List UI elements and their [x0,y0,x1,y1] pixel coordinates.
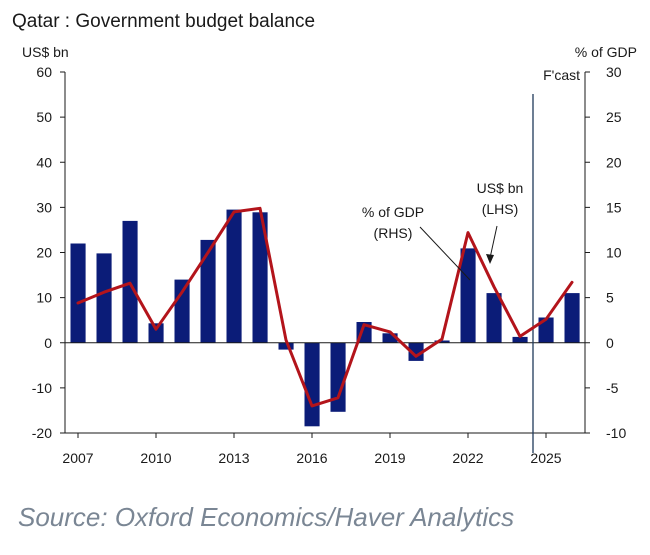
left-tick-label: -10 [32,380,52,396]
bar [512,336,528,343]
annotation-pct-line1: % of GDP [362,204,424,220]
bar [564,293,580,343]
annotation-pct-line2: (RHS) [374,225,413,241]
bar [226,209,242,343]
x-axis-ticks: 2007 2010 2013 2016 2019 2022 2025 [62,433,562,466]
x-tick-label: 2007 [62,450,93,466]
bar [538,317,554,343]
right-tick-label: 10 [606,245,622,261]
x-tick-label: 2022 [452,450,483,466]
x-tick-label: 2013 [218,450,249,466]
bar [460,248,476,343]
right-tick-label: 25 [606,109,622,125]
right-tick-label: -10 [606,425,626,441]
forecast-label: F'cast [543,67,580,83]
left-tick-label: 30 [36,199,52,215]
annotation-usd: US$ bn (LHS) [477,180,524,264]
x-tick-label: 2019 [374,450,405,466]
budget-balance-chart: Qatar : Government budget balance US$ bn… [12,11,637,466]
bar [330,342,346,412]
left-tick-label: 40 [36,154,52,170]
annotation-usd-arrowhead [486,254,494,264]
right-tick-label: 15 [606,199,622,215]
bar [486,293,502,343]
chart-title: Qatar : Government budget balance [12,11,315,32]
left-tick-label: 0 [44,335,52,351]
left-axis-unit: US$ bn [22,44,69,60]
right-axis-ticks: -10 -5 0 5 10 15 20 25 30 [585,64,626,441]
bar [200,239,216,343]
annotation-pct-gdp: % of GDP (RHS) [362,204,471,281]
bar [252,212,268,343]
left-tick-label: -20 [32,425,52,441]
left-tick-label: 20 [36,245,52,261]
left-tick-label: 10 [36,290,52,306]
bar [70,243,86,343]
x-tick-label: 2016 [296,450,327,466]
bar [434,340,450,343]
bar [148,323,164,343]
line-series-pct-gdp [76,206,574,408]
right-axis-unit: % of GDP [575,44,637,60]
right-tick-label: 5 [606,290,614,306]
annotation-usd-line1: US$ bn [477,180,524,196]
annotation-usd-pointer [489,225,498,259]
x-tick-label: 2010 [140,450,171,466]
right-tick-label: 30 [606,64,622,80]
bar [174,279,190,343]
bar [408,342,424,361]
source-note: Source: Oxford Economics/Haver Analytics [18,502,515,532]
right-tick-label: -5 [606,380,619,396]
left-tick-label: 60 [36,64,52,80]
bar [304,342,320,427]
right-tick-label: 20 [606,154,622,170]
left-axis-ticks: -20 -10 0 10 20 30 40 50 60 [32,64,65,441]
bar-series-usd [70,209,580,427]
bar [96,253,112,343]
annotation-usd-line2: (LHS) [482,201,519,217]
left-tick-label: 50 [36,109,52,125]
right-tick-label: 0 [606,335,614,351]
bar [382,333,398,343]
annotation-pct-pointer [419,226,471,281]
x-tick-label: 2025 [530,450,561,466]
bar [278,342,294,350]
